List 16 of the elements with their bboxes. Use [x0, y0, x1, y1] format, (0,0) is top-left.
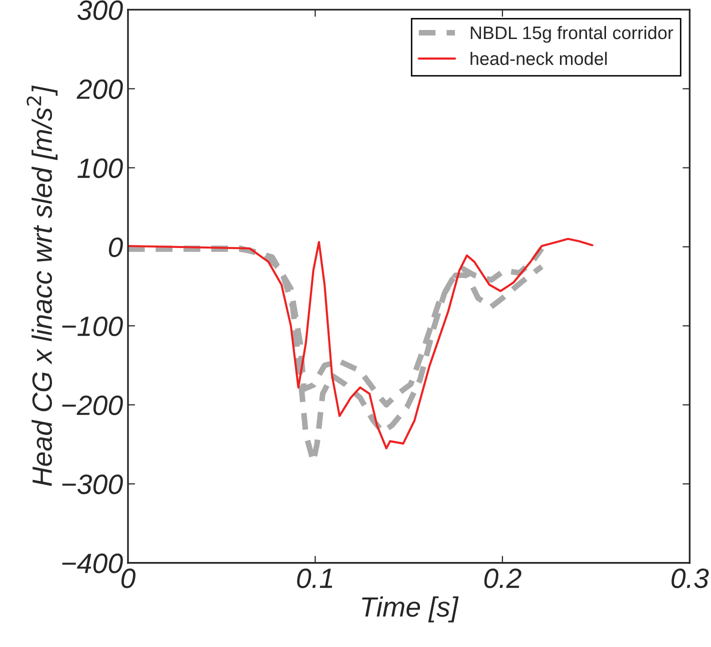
y-tick-label: 300 [77, 0, 123, 20]
legend-label: NBDL 15g frontal corridor [470, 26, 674, 43]
y-tick-label: −300 [62, 474, 123, 494]
y-tick-label: 0 [108, 237, 123, 258]
y-axis-title: Head CG x linacc wrt sled [m/s$^{2}$] [26, 85, 58, 486]
x-tick-label: 0.3 [672, 568, 709, 588]
y-tick-label: −100 [62, 316, 123, 336]
x-tick-label: 0 [121, 568, 136, 588]
legend-label: head-neck model [470, 52, 607, 66]
x-tick-label: 0.1 [297, 568, 332, 588]
y-tick-label: −200 [62, 396, 123, 416]
y-tick-label: 100 [78, 158, 123, 178]
y-tick-label: −400 [62, 554, 123, 574]
x-tick-label: 0.2 [484, 568, 522, 588]
x-axis-title: Time [s] [362, 596, 459, 622]
y-tick-label: 200 [76, 79, 123, 100]
